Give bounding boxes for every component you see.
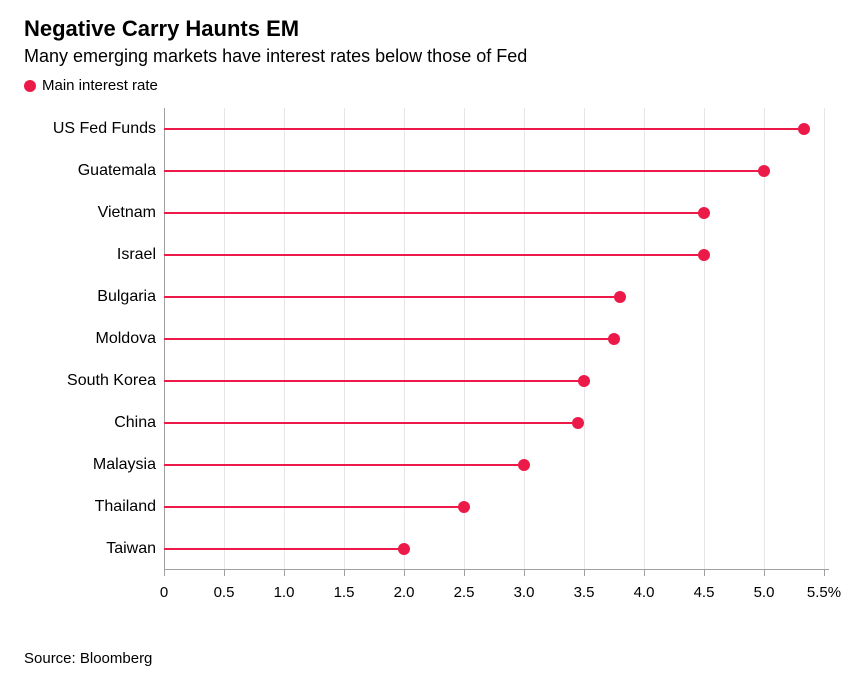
- x-tick: [704, 570, 705, 576]
- x-tick: [344, 570, 345, 576]
- x-tick: [764, 570, 765, 576]
- grid-line: [704, 108, 705, 569]
- data-line: [164, 506, 464, 508]
- data-line: [164, 422, 578, 424]
- y-axis-label: South Korea: [67, 360, 156, 402]
- data-line: [164, 128, 804, 130]
- data-point: [698, 207, 710, 219]
- chart-container: Negative Carry Haunts EM Many emerging m…: [0, 0, 853, 683]
- legend: Main interest rate: [24, 77, 829, 94]
- y-axis-label: US Fed Funds: [53, 108, 156, 150]
- chart-area: US Fed FundsGuatemalaVietnamIsraelBulgar…: [24, 108, 829, 606]
- x-tick: [464, 570, 465, 576]
- x-axis-label: 3.0: [514, 584, 535, 601]
- chart-subtitle: Many emerging markets have interest rate…: [24, 46, 829, 67]
- data-line: [164, 380, 584, 382]
- data-line: [164, 548, 404, 550]
- plot-wrapper: US Fed FundsGuatemalaVietnamIsraelBulgar…: [24, 108, 829, 570]
- y-axis-labels: US Fed FundsGuatemalaVietnamIsraelBulgar…: [24, 108, 164, 570]
- plot: [164, 108, 829, 570]
- x-axis-label: 5.5%: [807, 584, 841, 601]
- data-line: [164, 464, 524, 466]
- x-axis-label: 4.5: [694, 584, 715, 601]
- y-axis-label: Guatemala: [78, 150, 156, 192]
- x-axis-label: 3.5: [574, 584, 595, 601]
- data-point: [572, 417, 584, 429]
- x-axis-label: 5.0: [754, 584, 775, 601]
- y-axis-label: Taiwan: [106, 528, 156, 570]
- legend-label: Main interest rate: [42, 77, 158, 94]
- y-axis-label: Bulgaria: [97, 276, 156, 318]
- x-tick: [164, 570, 165, 576]
- x-axis-label: 2.5: [454, 584, 475, 601]
- data-point: [608, 333, 620, 345]
- x-tick: [404, 570, 405, 576]
- x-axis-label: 1.5: [334, 584, 355, 601]
- data-line: [164, 296, 620, 298]
- data-point: [458, 501, 470, 513]
- data-line: [164, 254, 704, 256]
- x-axis-label: 4.0: [634, 584, 655, 601]
- legend-marker: [24, 80, 36, 92]
- y-axis-label: Malaysia: [93, 444, 156, 486]
- data-point: [614, 291, 626, 303]
- y-axis-label: Vietnam: [98, 192, 156, 234]
- x-tick: [824, 570, 825, 576]
- data-point: [758, 165, 770, 177]
- chart-title: Negative Carry Haunts EM: [24, 16, 829, 42]
- x-axis: 00.51.01.52.02.53.03.54.04.55.05.5%: [164, 576, 824, 606]
- y-axis-label: Moldova: [96, 318, 156, 360]
- data-point: [398, 543, 410, 555]
- data-line: [164, 338, 614, 340]
- x-tick: [524, 570, 525, 576]
- x-axis-label: 0: [160, 584, 168, 601]
- x-axis-label: 1.0: [274, 584, 295, 601]
- data-point: [578, 375, 590, 387]
- data-point: [698, 249, 710, 261]
- x-tick: [584, 570, 585, 576]
- grid-line: [644, 108, 645, 569]
- x-axis-label: 2.0: [394, 584, 415, 601]
- data-point: [798, 123, 810, 135]
- x-tick: [284, 570, 285, 576]
- y-axis-label: China: [114, 402, 156, 444]
- grid-line: [824, 108, 825, 569]
- data-line: [164, 170, 764, 172]
- x-axis-label: 0.5: [214, 584, 235, 601]
- source-text: Source: Bloomberg: [24, 650, 829, 667]
- y-axis-label: Israel: [117, 234, 156, 276]
- grid-line: [764, 108, 765, 569]
- data-point: [518, 459, 530, 471]
- x-tick: [224, 570, 225, 576]
- data-line: [164, 212, 704, 214]
- x-tick: [644, 570, 645, 576]
- y-axis-label: Thailand: [95, 486, 156, 528]
